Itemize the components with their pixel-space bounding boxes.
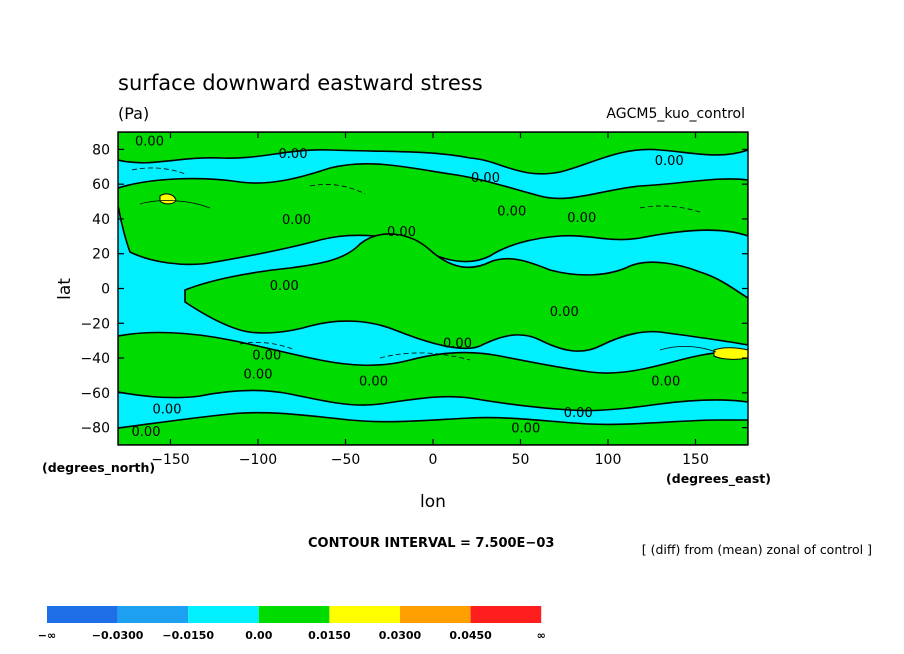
x-tick-label: 100 bbox=[595, 452, 622, 468]
x-tick-label: 50 bbox=[512, 452, 530, 468]
solid-contour bbox=[139, 200, 211, 209]
legend-label: −0.0300 bbox=[92, 629, 144, 642]
contour-label: 0.00 bbox=[567, 211, 596, 226]
contour-label: 0.00 bbox=[471, 171, 500, 186]
legend-swatch bbox=[188, 606, 259, 623]
legend-label: 0.0150 bbox=[308, 629, 351, 642]
contour-label: 0.00 bbox=[135, 135, 164, 150]
contour-label: 0.00 bbox=[651, 375, 680, 390]
legend-label: 0.0300 bbox=[379, 629, 422, 642]
y-unit-label: (degrees_north) bbox=[42, 460, 155, 476]
legend-label: 0.0450 bbox=[449, 629, 492, 642]
contour-interval-label: CONTOUR INTERVAL = 7.500E−03 bbox=[308, 536, 554, 551]
contour-label: 0.00 bbox=[359, 375, 388, 390]
legend-label: ∞ bbox=[537, 629, 546, 642]
y-tick-label: 60 bbox=[92, 177, 110, 193]
contour-label: 0.00 bbox=[511, 422, 540, 437]
y-tick-label: −20 bbox=[80, 316, 110, 332]
y-tick-label: 80 bbox=[92, 142, 110, 158]
x-tick-label: 150 bbox=[682, 452, 709, 468]
contour-label-layer: 0.00 0.00 0.00 0.00 0.00 0.00 0.00 0.00 0.00 0.00… bbox=[132, 135, 684, 440]
legend-label: −0.0150 bbox=[162, 629, 214, 642]
contour-label: 0.00 bbox=[564, 406, 593, 421]
positive-region-south bbox=[118, 411, 748, 445]
contour-label: 0.00 bbox=[252, 349, 281, 364]
contour-label: 0.00 bbox=[270, 279, 299, 294]
strong-positive-north bbox=[159, 193, 177, 205]
positive-region-midlat-north bbox=[118, 162, 748, 266]
x-tick-label: −50 bbox=[331, 452, 361, 468]
positive-region-tropics bbox=[184, 233, 748, 352]
y-tick-label: 40 bbox=[92, 212, 110, 228]
contour-label: 0.00 bbox=[244, 368, 273, 383]
dashed-contour bbox=[309, 184, 366, 195]
positive-region-north bbox=[118, 132, 748, 175]
legend-label: −∞ bbox=[38, 629, 56, 642]
x-unit-label: (degrees_east) bbox=[666, 471, 771, 487]
color-legend: −∞ −0.0300 −0.0150 0.00 0.0150 0.0300 0.0450 ∞ bbox=[38, 606, 546, 642]
dashed-contour bbox=[379, 352, 471, 361]
dashed-contour bbox=[239, 342, 296, 351]
legend-label: 0.00 bbox=[245, 629, 272, 642]
legend-swatch bbox=[117, 606, 189, 623]
y-tick-label: −80 bbox=[80, 421, 110, 437]
x-axis-label: lon bbox=[420, 492, 446, 512]
y-axis-label: lat bbox=[55, 278, 75, 300]
x-tick-label: −100 bbox=[239, 452, 277, 468]
dashed-contour bbox=[131, 167, 186, 175]
x-axis: −150 −100 −50 0 50 100 150 bbox=[151, 132, 709, 468]
legend-swatch bbox=[470, 606, 542, 623]
legend-swatch bbox=[258, 606, 330, 623]
x-tick-label: 0 bbox=[429, 452, 438, 468]
plot-area: 0.00 0.00 0.00 0.00 0.00 0.00 0.00 0.00 0.00 0.00… bbox=[117, 131, 749, 446]
units-label: (Pa) bbox=[118, 104, 149, 123]
contour-label: 0.00 bbox=[282, 213, 311, 228]
contour-label: 0.00 bbox=[497, 204, 526, 219]
contour-label: 0.00 bbox=[279, 147, 308, 162]
diff-note: [ (diff) from (mean) zonal of control ] bbox=[642, 542, 872, 557]
contour-label: 0.00 bbox=[132, 425, 161, 440]
contour-label: 0.00 bbox=[153, 402, 182, 417]
strong-positive-south bbox=[713, 347, 748, 360]
legend-swatch bbox=[400, 606, 471, 623]
model-label: AGCM5_kuo_control bbox=[606, 106, 745, 122]
y-tick-label: 0 bbox=[101, 282, 110, 298]
solid-contour bbox=[659, 346, 717, 353]
x-tick-label: −150 bbox=[151, 452, 189, 468]
contour-label: 0.00 bbox=[655, 154, 684, 169]
contour-label: 0.00 bbox=[443, 336, 472, 351]
y-tick-label: 20 bbox=[92, 247, 110, 263]
y-tick-label: −40 bbox=[80, 351, 110, 367]
chart-title: surface downward eastward stress bbox=[118, 71, 483, 95]
y-axis: 80 60 40 20 0 −20 −40 −60 −80 bbox=[80, 142, 748, 437]
legend-swatch bbox=[329, 606, 400, 623]
legend-swatch bbox=[47, 606, 118, 623]
contour-label: 0.00 bbox=[550, 305, 579, 320]
y-tick-label: −60 bbox=[80, 386, 110, 402]
contour-label: 0.00 bbox=[387, 225, 416, 240]
